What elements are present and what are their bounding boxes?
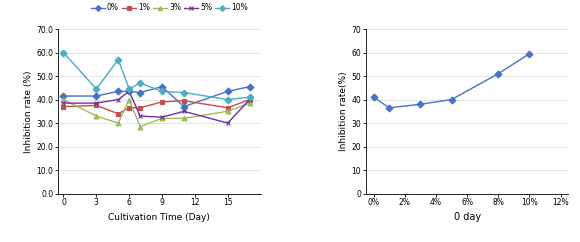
Line: 10%: 10%	[61, 50, 252, 102]
3%	[158, 117, 165, 120]
0%	[158, 85, 165, 88]
10%	[115, 58, 122, 61]
1%	[60, 105, 67, 108]
5%	[93, 102, 100, 105]
5%	[158, 116, 165, 119]
5%	[60, 102, 67, 105]
0%	[180, 105, 187, 108]
3%	[126, 98, 133, 101]
10%	[93, 88, 100, 91]
5%	[246, 98, 253, 101]
1%	[224, 106, 231, 109]
Y-axis label: Inhibition rate (%): Inhibition rate (%)	[24, 70, 34, 152]
3%	[60, 98, 67, 101]
10%	[224, 98, 231, 101]
3%	[224, 110, 231, 113]
0%	[246, 85, 253, 88]
10%	[126, 88, 133, 91]
5%	[180, 110, 187, 113]
3%	[180, 117, 187, 120]
3%	[115, 122, 122, 125]
5%	[224, 122, 231, 125]
1%	[180, 99, 187, 102]
X-axis label: 0 day: 0 day	[454, 212, 481, 222]
3%	[246, 102, 253, 105]
10%	[246, 96, 253, 99]
Line: 1%: 1%	[61, 97, 252, 116]
10%	[60, 51, 67, 54]
Y-axis label: Inhibition rate(%): Inhibition rate(%)	[339, 71, 349, 151]
Line: 5%: 5%	[61, 89, 252, 126]
3%	[93, 114, 100, 117]
10%	[180, 91, 187, 94]
1%	[158, 100, 165, 103]
Legend: 0%, 1%, 3%, 5%, 10%: 0%, 1%, 3%, 5%, 10%	[91, 3, 248, 12]
Line: 0%: 0%	[61, 84, 252, 109]
5%	[126, 90, 133, 93]
5%	[115, 98, 122, 101]
0%	[93, 95, 100, 98]
Line: 3%: 3%	[61, 97, 252, 129]
0%	[224, 90, 231, 93]
1%	[93, 104, 100, 107]
0%	[60, 95, 67, 98]
3%	[137, 125, 144, 128]
0%	[115, 90, 122, 93]
0%	[137, 91, 144, 94]
1%	[246, 98, 253, 101]
X-axis label: Cultivation Time (Day): Cultivation Time (Day)	[108, 213, 210, 222]
10%	[137, 82, 144, 84]
0%	[126, 90, 133, 93]
10%	[158, 90, 165, 93]
1%	[126, 106, 133, 109]
5%	[137, 114, 144, 117]
1%	[115, 112, 122, 115]
1%	[137, 106, 144, 109]
